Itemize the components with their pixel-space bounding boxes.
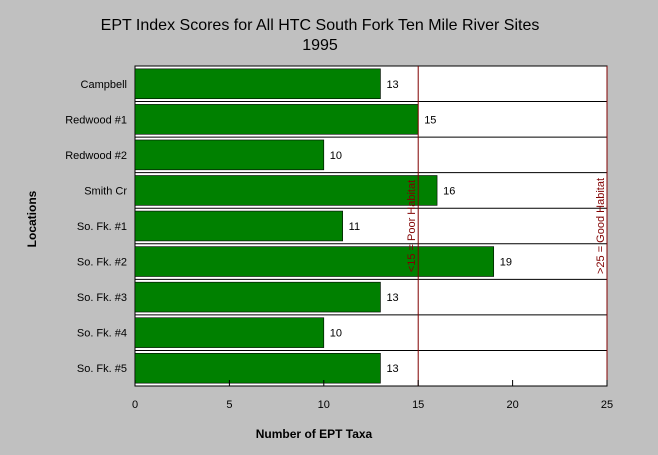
category-label: Campbell	[81, 79, 127, 91]
bar	[134, 352, 381, 384]
category-label: So. Fk. #1	[77, 221, 127, 233]
x-tick-label: 0	[132, 399, 138, 411]
reference-line-label: <15 = Poor Habitat	[406, 180, 418, 272]
bar	[134, 281, 381, 313]
category-label: So. Fk. #5	[77, 363, 127, 375]
bar	[134, 104, 419, 135]
category-label: So. Fk. #3	[77, 292, 127, 304]
data-label: 10	[330, 328, 342, 340]
bar	[134, 246, 495, 277]
category-label: Redwood #1	[65, 114, 127, 126]
x-axis-label: Number of EPT Taxa	[256, 427, 373, 441]
bar	[134, 175, 438, 206]
data-label: 13	[386, 79, 398, 91]
chart-subtitle: 1995	[302, 37, 338, 54]
data-label: 10	[330, 150, 342, 162]
category-label: Redwood #2	[65, 150, 127, 162]
x-tick-label: 5	[226, 399, 232, 411]
data-label: 15	[424, 114, 436, 126]
category-label: So. Fk. #4	[77, 328, 127, 340]
chart-title: EPT Index Scores for All HTC South Fork …	[101, 17, 540, 34]
data-label: 19	[500, 257, 512, 269]
category-label: Smith Cr	[84, 185, 127, 197]
chart-marks: Campbell 13 Redwood #1 15 Redwood #2 10 Smith …	[65, 66, 613, 411]
data-label: 11	[349, 221, 360, 233]
category-label: So. Fk. #2	[77, 257, 127, 269]
y-axis-label: Locations	[25, 190, 39, 247]
bar	[134, 317, 325, 348]
data-label: 16	[443, 185, 455, 197]
x-tick-label: 25	[601, 399, 613, 411]
bar	[134, 68, 381, 100]
data-label: 13	[386, 363, 398, 375]
x-tick-label: 20	[506, 399, 518, 411]
data-label: 13	[386, 292, 398, 304]
reference-line-label: >25 = Good Habitat	[595, 178, 607, 274]
x-tick-label: 10	[318, 399, 330, 411]
bar	[134, 210, 343, 242]
x-tick-label: 15	[412, 399, 424, 411]
bar	[134, 139, 325, 171]
